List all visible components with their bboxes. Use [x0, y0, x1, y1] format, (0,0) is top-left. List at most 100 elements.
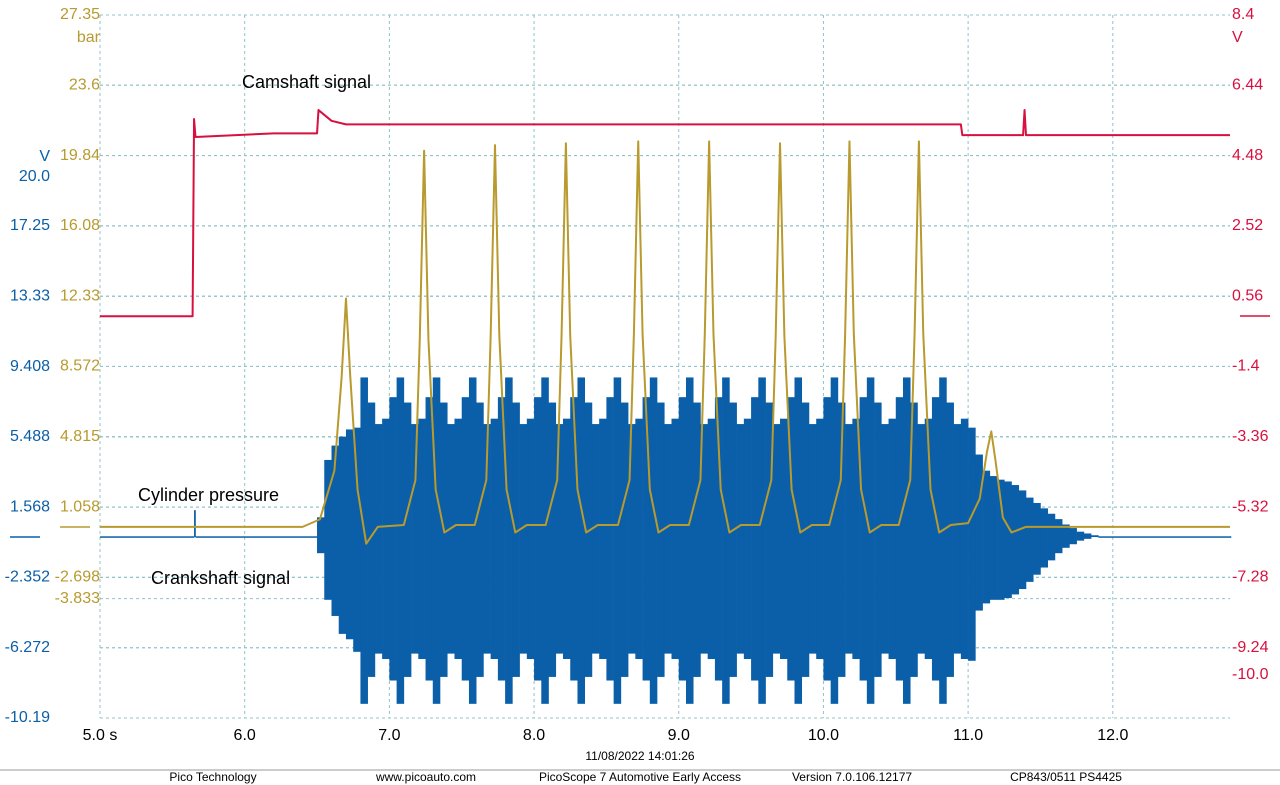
envelope-band: [729, 402, 737, 677]
envelope-band: [931, 397, 940, 681]
envelope-band: [584, 402, 593, 677]
y3-unit: bar: [77, 29, 101, 46]
envelope-band: [700, 424, 708, 654]
envelope-band: [664, 424, 672, 654]
envelope-band: [866, 377, 875, 704]
envelope-band: [440, 402, 448, 677]
y-tick-label: 1.568: [10, 498, 50, 515]
envelope-band: [707, 418, 716, 659]
x-tick-label: 8.0: [523, 727, 545, 744]
envelope-band: [1011, 485, 1020, 595]
envelope-band: [975, 454, 983, 611]
x-tick-label: 9.0: [668, 727, 690, 744]
footer-item: CP843/0511 PS4425: [1010, 770, 1122, 784]
envelope-band: [968, 427, 976, 661]
envelope-band: [1040, 508, 1048, 568]
envelope-band: [657, 402, 665, 677]
envelope-band: [555, 424, 564, 654]
envelope-band: [808, 424, 817, 654]
y-tick-label: 20.0: [19, 168, 50, 185]
envelope-band: [743, 418, 752, 659]
x-tick-label: 12.0: [1097, 727, 1128, 744]
envelope-band: [903, 377, 911, 704]
y3-tick-label: 4.815: [60, 428, 100, 445]
envelope-band: [447, 424, 455, 654]
envelope-band: [396, 377, 405, 704]
envelope-band: [1062, 524, 1070, 548]
envelope-band: [519, 424, 528, 654]
envelope-band: [1047, 513, 1056, 561]
envelope-band: [1025, 497, 1034, 582]
y2-tick-label: -10.0: [1232, 666, 1269, 683]
envelope-band: [982, 470, 991, 604]
envelope-band: [353, 427, 361, 652]
envelope-band: [338, 436, 347, 634]
envelope-band: [389, 397, 397, 681]
series-label: Camshaft signal: [242, 72, 371, 92]
x-tick-label: 5.0 s: [83, 727, 118, 744]
footer-item: Pico Technology: [169, 770, 256, 784]
x-tick-label: 7.0: [378, 727, 400, 744]
series-label: Cylinder pressure: [138, 485, 279, 505]
y3-tick-label: 27.35: [60, 6, 100, 23]
envelope-band: [845, 424, 853, 654]
y3-tick-label: 12.33: [60, 287, 100, 304]
envelope-band: [816, 418, 824, 659]
y3-tick-label: 8.572: [60, 358, 100, 375]
envelope-band: [765, 402, 774, 677]
y3-tick-label: 19.84: [60, 147, 100, 164]
envelope-band: [476, 402, 484, 677]
envelope-band: [345, 429, 354, 640]
envelope-band: [1033, 502, 1041, 575]
envelope-band: [881, 424, 889, 654]
y2-tick-label: -3.36: [1232, 428, 1269, 445]
y2-tick-label: -1.4: [1232, 358, 1260, 375]
envelope-band: [461, 397, 470, 681]
envelope-band: [331, 445, 340, 616]
y-tick-label: -6.272: [5, 639, 50, 656]
envelope-band: [685, 377, 694, 704]
envelope-band: [599, 418, 607, 659]
envelope-band: [859, 397, 868, 681]
envelope-band: [1076, 531, 1085, 541]
envelope-band: [751, 397, 759, 681]
envelope-band: [649, 377, 658, 704]
envelope-band: [801, 402, 810, 677]
envelope-band: [722, 377, 730, 704]
envelope-band: [924, 418, 933, 659]
envelope-band: [194, 510, 196, 538]
x-tick-label: 11.0: [953, 727, 983, 744]
y2-tick-label: 0.56: [1232, 287, 1263, 304]
trace-line: [100, 109, 1230, 318]
y2-tick-label: 2.52: [1232, 217, 1263, 234]
y3-tick-label: 1.058: [60, 498, 100, 515]
envelope-band: [374, 424, 383, 654]
envelope-band: [1230, 536, 1232, 538]
envelope-band: [895, 397, 904, 681]
envelope-band: [411, 424, 419, 654]
envelope-band: [534, 397, 542, 681]
labels: V bar V Camshaft signal Cylinder pressur…: [5, 6, 1269, 744]
envelope-band: [787, 397, 795, 681]
envelope-band: [620, 402, 629, 677]
envelope-band: [830, 377, 839, 704]
envelope-band: [367, 402, 376, 677]
envelope-band: [736, 424, 745, 654]
y3-tick-label: 23.6: [69, 76, 100, 93]
y2-tick-label: 8.4: [1232, 6, 1254, 23]
y-unit: V: [39, 148, 50, 165]
envelope-band: [468, 377, 477, 704]
envelope-band: [852, 418, 860, 659]
envelope-band: [794, 377, 803, 704]
series-label: Crankshaft signal: [151, 568, 290, 588]
envelope-band: [917, 424, 926, 654]
envelope-band: [591, 424, 600, 654]
envelope-band: [1083, 533, 1092, 539]
envelope-band: [960, 418, 969, 659]
envelope-band: [780, 418, 788, 659]
envelope-band: [195, 536, 311, 538]
footer-item: www.picoauto.com: [375, 770, 476, 784]
